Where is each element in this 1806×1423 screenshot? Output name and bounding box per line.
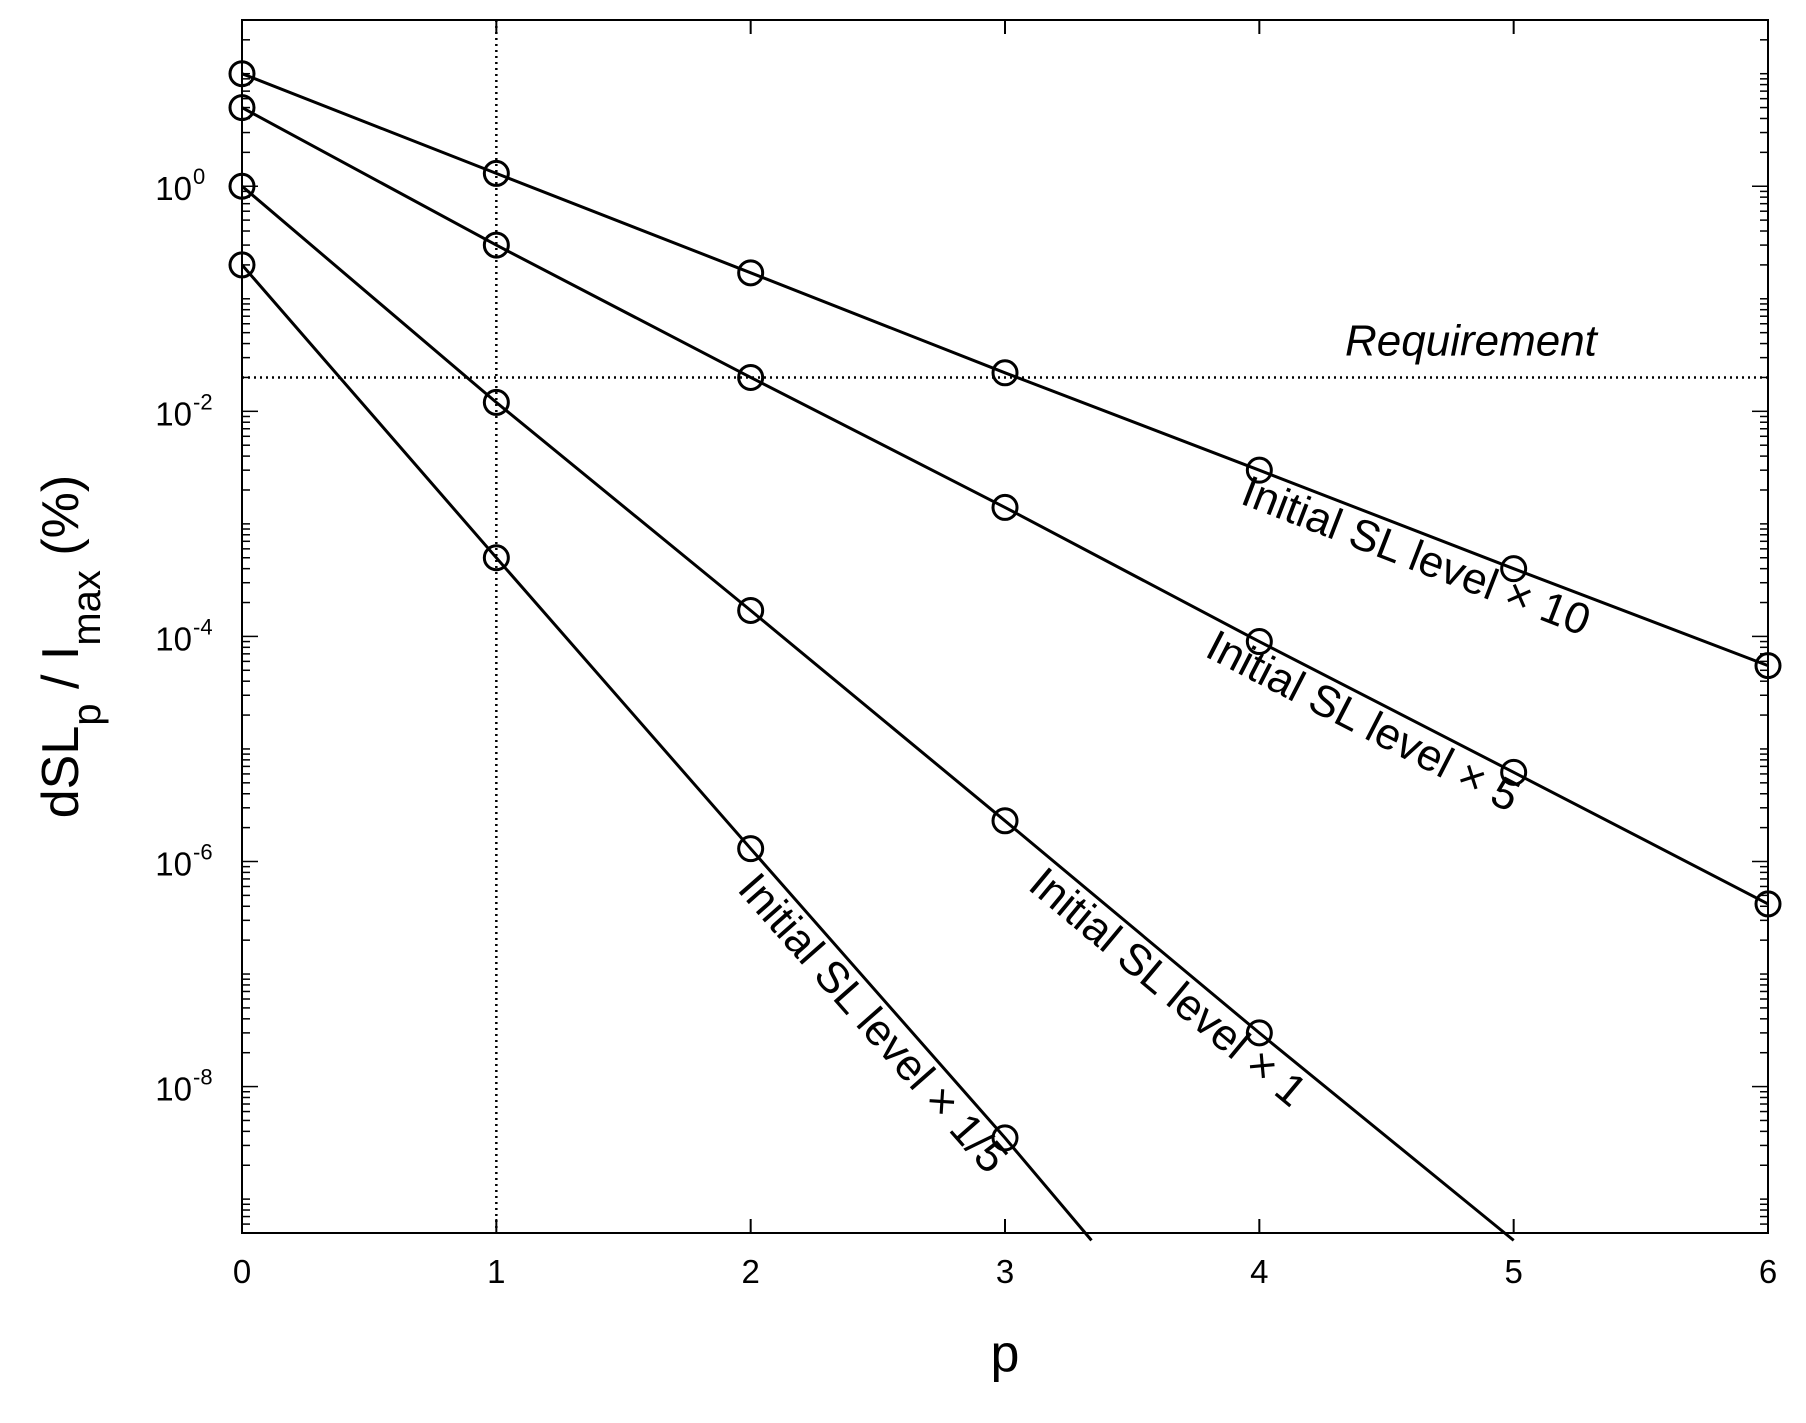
data-point (482, 231, 510, 259)
y-tick-label: 10 (155, 620, 192, 657)
series-label: Initial SL level × 1 (1020, 858, 1316, 1116)
data-point (482, 544, 510, 572)
data-point (228, 251, 256, 279)
series-line (241, 72, 1769, 668)
series-markers (228, 60, 1782, 1152)
data-point (228, 60, 256, 88)
series-line (241, 106, 1769, 906)
series-label: Initial SL level × 1/5 (729, 864, 1018, 1183)
data-point (737, 835, 765, 863)
x-tick-label: 4 (1250, 1253, 1268, 1290)
data-point (228, 94, 256, 122)
data-point (482, 388, 510, 416)
y-tick-label: 10 (155, 845, 192, 882)
series-label: Initial SL level × 5 (1199, 621, 1528, 822)
data-point (737, 259, 765, 287)
y-tick-exponent: -8 (193, 1065, 213, 1090)
y-tick-exponent: -4 (193, 614, 213, 639)
data-point (1500, 555, 1528, 583)
data-point (228, 172, 256, 200)
data-point (991, 807, 1019, 835)
reference-lines (242, 20, 1768, 1233)
requirement-label: Requirement (1345, 316, 1599, 365)
series-label: Initial SL level × 10 (1235, 467, 1597, 646)
x-axis-label: p (991, 1325, 1020, 1383)
axis-ticks (241, 19, 1769, 1234)
y-tick-exponent: -2 (193, 389, 213, 414)
data-point (737, 363, 765, 391)
series-line (241, 185, 1515, 1242)
y-axis-label: dSLp / Imax (%) (32, 475, 109, 818)
data-point (991, 359, 1019, 387)
x-tick-label: 3 (996, 1253, 1014, 1290)
y-tick-exponent: 0 (193, 164, 205, 189)
y-tick-label: 10 (155, 1071, 192, 1108)
data-point (1754, 652, 1782, 680)
data-point (737, 596, 765, 624)
x-tick-label: 0 (233, 1253, 251, 1290)
data-point (1245, 456, 1273, 484)
x-tick-label: 6 (1759, 1253, 1777, 1290)
series-line (240, 263, 1093, 1242)
series-lines (240, 72, 1769, 1242)
y-tick-exponent: -6 (193, 839, 213, 864)
data-point (482, 159, 510, 187)
data-point (1754, 890, 1782, 918)
data-point (1500, 758, 1528, 786)
x-tick-label: 1 (487, 1253, 505, 1290)
x-tick-label: 2 (741, 1253, 759, 1290)
data-point (1245, 628, 1273, 656)
y-tick-label: 10 (155, 395, 192, 432)
y-tick-label: 10 (155, 170, 192, 207)
data-point (991, 1124, 1019, 1152)
data-point (1245, 1019, 1273, 1047)
x-tick-label: 5 (1504, 1253, 1522, 1290)
data-point (991, 493, 1019, 521)
